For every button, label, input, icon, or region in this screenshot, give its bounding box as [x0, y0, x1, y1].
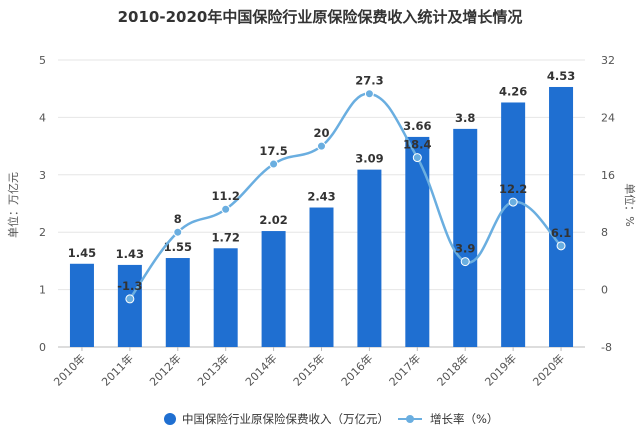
bar-value-labels: 1.45 1.43 1.55 1.72 2.02 2.43 3.09 3.66 3.8 4.26 4…: [68, 69, 575, 261]
growth-rate-point: [412, 153, 422, 163]
right-axis-ticks: -8 0 8 16 24 32: [601, 54, 615, 354]
x-tick-label: 2011年: [99, 351, 136, 388]
left-axis-ticks: 0 1 2 3 4 5: [39, 54, 46, 354]
bar-value-label: 1.43: [116, 247, 144, 261]
legend-line-marker: [406, 415, 414, 423]
x-tick-label: 2012年: [146, 351, 183, 388]
growth-rate-point: [317, 141, 326, 151]
left-tick-label: 0: [39, 341, 46, 354]
left-tick-label: 4: [39, 111, 46, 124]
x-tick-label: 2016年: [338, 351, 375, 388]
right-tick-label: 24: [601, 111, 615, 124]
bar-series: [69, 86, 574, 347]
bar-value-label: 1.72: [211, 230, 239, 244]
legend: 中国保险行业原保险保费收入（万亿元） 增长率（%）: [164, 412, 498, 426]
x-tick-label: 2019年: [482, 351, 519, 388]
bar-value-label: 2.02: [259, 213, 287, 227]
bar-value-label: 4.26: [499, 84, 527, 98]
bar: [165, 258, 190, 347]
left-axis-label: 单位：万亿元: [6, 172, 20, 238]
right-tick-label: 16: [601, 169, 615, 182]
legend-bar-label: 中国保险行业原保险保费收入（万亿元）: [182, 412, 389, 426]
growth-rate-label: 12.2: [499, 182, 527, 196]
right-axis-label: 单位：%: [623, 183, 637, 226]
bar-value-label: 1.55: [164, 240, 192, 254]
growth-rate-point: [364, 89, 374, 99]
growth-rate-point: [125, 294, 135, 304]
bar-value-label: 3.66: [403, 119, 431, 133]
bar: [501, 102, 526, 347]
bar: [261, 231, 286, 347]
bar-value-label: 1.45: [68, 246, 96, 260]
growth-rate-point: [460, 257, 470, 267]
bar: [117, 264, 142, 347]
growth-rate-point: [269, 159, 279, 169]
growth-rate-label: 8: [174, 212, 182, 226]
bar: [549, 86, 574, 347]
growth-rate-label: 11.2: [211, 189, 239, 203]
line-value-labels: -1.3 8 11.2 17.5 20 27.3 18.4 3.9 12.2 6.1: [117, 74, 571, 293]
left-tick-label: 5: [39, 54, 46, 67]
bar-value-label: 2.43: [307, 190, 335, 204]
bar: [69, 263, 94, 347]
x-tick-label: 2010年: [51, 351, 88, 388]
growth-rate-label: -1.3: [117, 279, 142, 293]
growth-rate-label: 20: [313, 126, 329, 140]
left-tick-label: 2: [39, 226, 46, 239]
growth-rate-point: [173, 227, 183, 237]
growth-rate-point: [508, 197, 518, 207]
right-tick-label: -8: [601, 341, 612, 354]
x-axis-ticks: 2010年 2011年 2012年 2013年 2014年 2015年 2016年 2017年…: [51, 347, 567, 389]
legend-bar-marker: [164, 413, 176, 425]
left-tick-label: 1: [39, 284, 46, 297]
bar: [405, 136, 430, 347]
x-tick-label: 2014年: [242, 351, 279, 388]
bar: [309, 207, 334, 347]
bar: [213, 248, 238, 347]
bar: [357, 169, 382, 347]
growth-rate-label: 3.9: [455, 242, 475, 256]
legend-line-label: 增长率（%）: [430, 412, 498, 426]
bar-value-label: 3.8: [455, 111, 475, 125]
chart-title: 2010-2020年中国保险行业原保险保费收入统计及增长情况: [118, 8, 523, 26]
growth-rate-label: 17.5: [259, 144, 287, 158]
x-tick-label: 2015年: [290, 351, 327, 388]
growth-rate-point: [221, 204, 231, 214]
bar: [453, 128, 478, 347]
left-tick-label: 3: [39, 169, 46, 182]
x-tick-label: 2017年: [386, 351, 423, 388]
growth-rate-line: [128, 92, 562, 300]
x-tick-label: 2013年: [194, 351, 231, 388]
bar-value-label: 4.53: [547, 69, 575, 83]
right-tick-label: 8: [601, 226, 608, 239]
line-series: [125, 89, 566, 304]
growth-rate-point: [556, 241, 566, 251]
growth-rate-label: 18.4: [403, 138, 431, 152]
right-tick-label: 32: [601, 54, 615, 67]
x-tick-label: 2018年: [434, 351, 471, 388]
right-tick-label: 0: [601, 284, 608, 297]
x-tick-label: 2020年: [530, 351, 567, 388]
bar-value-label: 3.09: [355, 152, 383, 166]
growth-rate-label: 27.3: [355, 74, 383, 88]
growth-rate-label: 6.1: [551, 226, 571, 240]
